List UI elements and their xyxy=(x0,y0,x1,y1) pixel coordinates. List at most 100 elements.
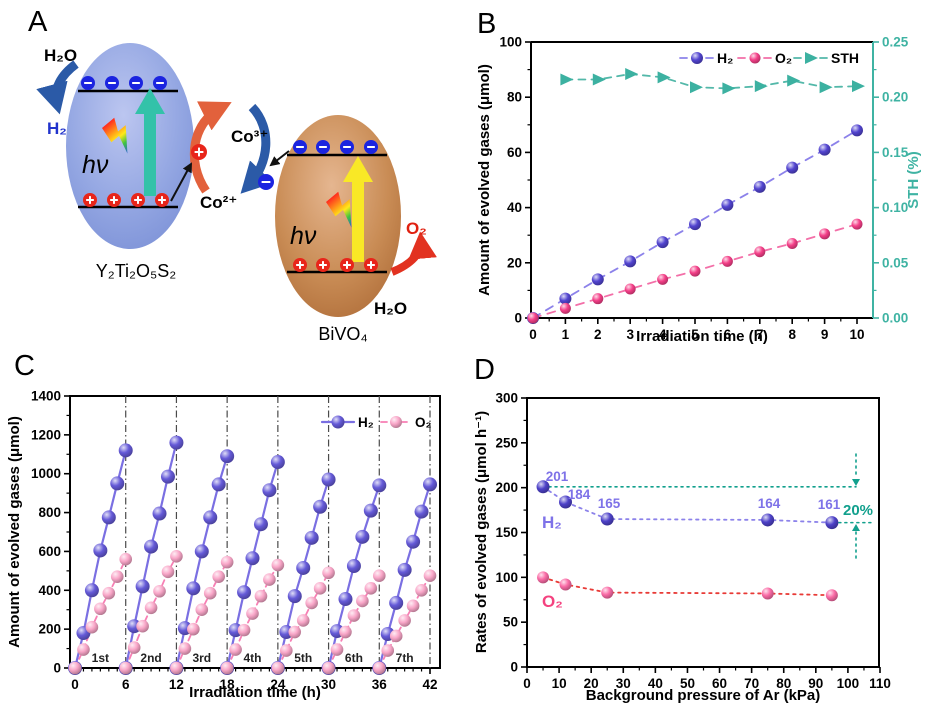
h2-point xyxy=(338,592,353,607)
h2-point xyxy=(296,560,311,575)
sth-point xyxy=(657,71,671,84)
h2-point xyxy=(304,530,319,545)
legend-h2-marker xyxy=(331,415,345,429)
o2-point xyxy=(161,565,175,579)
bivo4-formula-label: BiVO₄ xyxy=(318,324,367,344)
y-tick-label: 0 xyxy=(514,311,522,326)
hole-icon xyxy=(107,193,121,207)
cycle-label: 4th xyxy=(244,651,262,665)
h2o-to-h2-arrow xyxy=(36,60,79,115)
electron-icon xyxy=(81,76,95,90)
x-tick-label: 2 xyxy=(594,327,602,342)
o2-point xyxy=(559,302,571,314)
hole-icon xyxy=(131,193,145,207)
h2-point xyxy=(84,583,99,598)
h2-point xyxy=(237,585,252,600)
sth-point xyxy=(625,68,639,81)
plot: 0 6 12 18 24 30 36 42 0 200 400 600 800 1000 1200 1400 1… xyxy=(6,389,441,701)
x-tick-label: 10 xyxy=(552,676,567,691)
legend-sth-label: STH xyxy=(831,50,859,66)
o2-series-label: O₂ xyxy=(542,592,563,611)
electron-icon xyxy=(340,140,354,154)
x-tick-label: 60 xyxy=(712,676,727,691)
x-tick-label: 18 xyxy=(220,677,236,692)
h2-point xyxy=(270,455,285,470)
o2-point xyxy=(601,586,614,599)
o2-point xyxy=(178,642,192,655)
h2-out-label: H₂ xyxy=(47,119,67,138)
h2o-in-label: H₂O xyxy=(44,46,77,65)
o2-point xyxy=(127,641,141,654)
x-tick-label: 7 xyxy=(756,327,764,342)
electron-icon xyxy=(129,76,143,90)
o2-point xyxy=(372,661,386,675)
h2-point xyxy=(397,562,412,577)
x-tick-label: 42 xyxy=(422,677,437,692)
h2-point xyxy=(406,534,421,549)
h2-point xyxy=(423,477,438,492)
h2-point xyxy=(372,478,387,493)
o2-point xyxy=(305,596,318,610)
h2-point xyxy=(818,143,831,156)
h2o-to-o2-arrow xyxy=(390,231,437,276)
o2-point xyxy=(657,273,669,285)
o2-point xyxy=(212,570,225,583)
h2-point xyxy=(825,516,839,530)
x-axis-title: Background pressure of Ar (kPa) xyxy=(586,687,821,704)
light-bolt-right xyxy=(326,191,352,228)
o2-point xyxy=(229,643,242,656)
x-tick-label: 12 xyxy=(169,677,184,692)
o2-point xyxy=(263,573,276,586)
x-tick-label: 8 xyxy=(788,327,796,342)
o2-point xyxy=(203,586,217,600)
electron-icon xyxy=(316,140,330,154)
sth-point xyxy=(690,81,703,94)
h2-point xyxy=(624,255,637,268)
o2-out-label: O₂ xyxy=(406,219,427,238)
ytos-particle xyxy=(66,43,194,249)
legend-o2-label: O₂ xyxy=(775,50,792,66)
annotation-percent: 20% xyxy=(843,502,873,519)
x-tick-label: 1 xyxy=(562,327,570,342)
o2-point xyxy=(786,237,798,249)
h2-point xyxy=(721,198,734,211)
o2-point xyxy=(415,583,428,597)
o2-point xyxy=(761,587,774,600)
x-tick-label: 6 xyxy=(724,327,732,342)
h2-point xyxy=(135,579,150,594)
o2-point xyxy=(389,629,403,643)
h2-point xyxy=(689,218,701,231)
legend-o2-marker xyxy=(390,416,402,428)
y-tick-label: 400 xyxy=(38,583,61,598)
value-label: 161 xyxy=(818,497,841,512)
x-tick-label: 100 xyxy=(837,676,860,691)
y-tick-label: 100 xyxy=(495,570,518,585)
o2-point xyxy=(237,623,251,637)
o2-point xyxy=(819,228,831,240)
o2-point xyxy=(94,602,107,616)
hole-icon xyxy=(364,258,378,272)
h2-point xyxy=(211,477,226,492)
hole-transfer-arrow xyxy=(170,162,192,202)
legend-h2-label: H₂ xyxy=(358,415,374,430)
o2-point xyxy=(347,609,361,622)
value-label: 201 xyxy=(546,469,569,484)
o2-point xyxy=(271,558,285,572)
sth-point xyxy=(787,74,801,87)
x-tick-label: 30 xyxy=(616,676,631,691)
legend-o2-label: O₂ xyxy=(415,415,432,430)
y-tick-label: 250 xyxy=(495,435,518,450)
legend-h2-marker xyxy=(691,52,703,64)
o2-point xyxy=(527,312,539,324)
h2-point xyxy=(414,504,429,519)
sth-point xyxy=(754,80,768,93)
o2-point xyxy=(110,570,124,583)
o2-point xyxy=(170,549,183,563)
plot: 0 10 20 30 40 50 60 70 80 90 100 110 0 50 100 150 200 250… xyxy=(473,391,891,705)
x-tick-label: 20 xyxy=(584,676,599,691)
o2-point xyxy=(136,619,149,633)
h2-point xyxy=(363,503,378,518)
y-tick-label: 0 xyxy=(510,660,518,675)
y-tick-label: 20 xyxy=(507,255,522,270)
